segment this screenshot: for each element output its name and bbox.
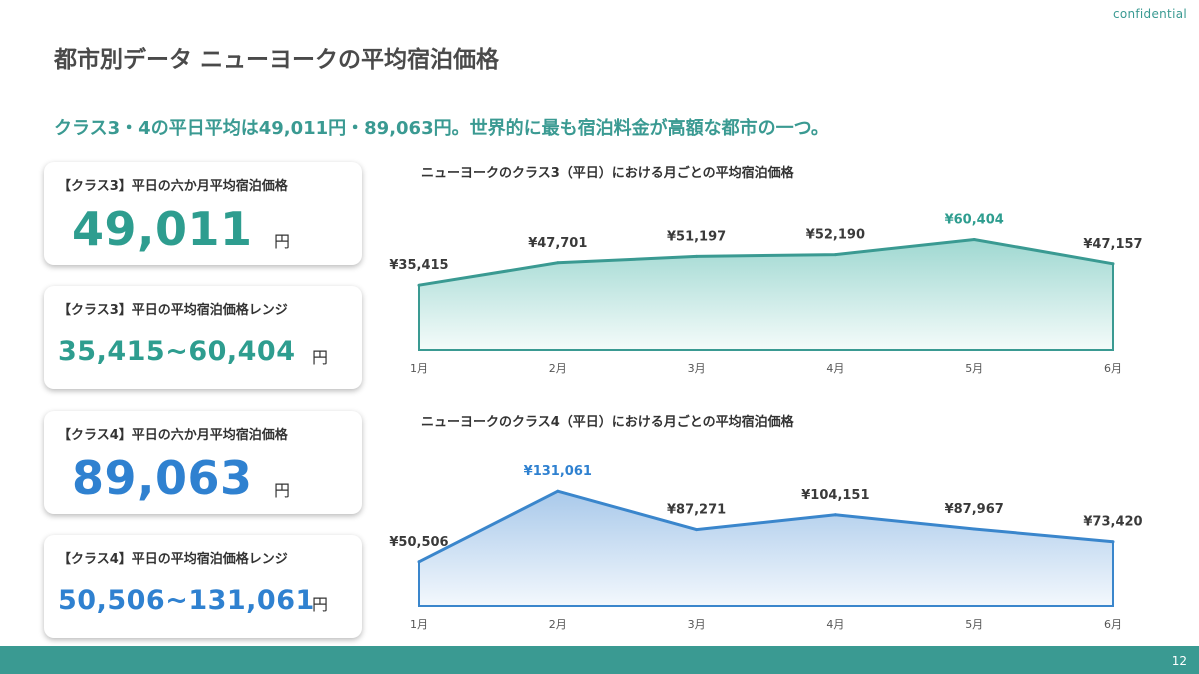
data-point (417, 560, 421, 564)
data-point (695, 528, 699, 532)
x-tick-label: 3月 (688, 618, 706, 631)
data-label: ¥104,151 (801, 488, 869, 503)
card-unit: 円 (274, 232, 291, 251)
card-label: 【クラス4】平日の平均宿泊価格レンジ (58, 552, 288, 567)
page-subtitle: クラス3・4の平日平均は49,011円・89,063円。世界的に最も宿泊料金が高… (54, 118, 829, 139)
x-tick-label: 2月 (549, 618, 567, 631)
data-point (972, 527, 976, 531)
data-point (556, 489, 560, 493)
page-title: 都市別データ ニューヨークの平均宿泊価格 (54, 47, 500, 73)
data-label: ¥87,967 (945, 502, 1004, 517)
data-label: ¥87,271 (667, 503, 726, 518)
card-label: 【クラス3】平日の六か月平均宿泊価格 (58, 179, 288, 194)
card-value: 50,506~131,061 (58, 585, 315, 616)
card-value: 49,011 (72, 202, 253, 256)
class3-range-card: 【クラス3】平日の平均宿泊価格レンジ 35,415~60,404 円 (44, 286, 362, 389)
x-tick-label: 4月 (826, 618, 844, 631)
data-point (833, 253, 837, 257)
x-tick-label: 6月 (1104, 362, 1122, 375)
data-label: ¥47,157 (1083, 237, 1142, 252)
data-label: ¥50,506 (389, 535, 448, 550)
card-value: 35,415~60,404 (58, 336, 296, 367)
data-label: ¥47,701 (528, 236, 587, 251)
x-tick-label: 6月 (1104, 618, 1122, 631)
class4-area-chart: ¥50,506 1月 ¥131,061 2月 ¥87,271 3月 ¥104,151 4月 ¥8… (389, 464, 1142, 631)
x-tick-label: 1月 (410, 618, 428, 631)
data-label: ¥51,197 (667, 229, 726, 244)
card-unit: 円 (274, 481, 291, 500)
chart-title-class3: ニューヨークのクラス3（平日）における月ごとの平均宿泊価格 (421, 166, 794, 181)
chart-title-class4: ニューヨークのクラス4（平日）における月ごとの平均宿泊価格 (421, 415, 794, 430)
data-point (695, 254, 699, 258)
x-tick-label: 3月 (688, 362, 706, 375)
data-point (417, 283, 421, 287)
data-label: ¥52,190 (806, 228, 865, 243)
class3-area-chart: ¥35,415 1月 ¥47,701 2月 ¥51,197 3月 ¥52,190 4月 ¥60,… (389, 213, 1142, 375)
class4-range-card: 【クラス4】平日の平均宿泊価格レンジ 50,506~131,061 円 (44, 535, 362, 638)
card-label: 【クラス3】平日の平均宿泊価格レンジ (58, 303, 288, 318)
x-tick-label: 4月 (826, 362, 844, 375)
x-tick-label: 1月 (410, 362, 428, 375)
data-point (556, 261, 560, 265)
footer-bar: 12 (0, 646, 1199, 674)
x-tick-label: 2月 (549, 362, 567, 375)
class3-average-card: 【クラス3】平日の六か月平均宿泊価格 49,011 円 (44, 162, 362, 265)
data-point (833, 513, 837, 517)
data-label: ¥60,404 (945, 213, 1004, 228)
series-line (418, 237, 1114, 287)
data-point (1111, 262, 1115, 266)
x-tick-label: 5月 (965, 618, 983, 631)
data-label: ¥131,061 (524, 464, 592, 479)
series-line (418, 489, 1114, 564)
card-label: 【クラス4】平日の六か月平均宿泊価格 (58, 428, 288, 443)
data-point (1111, 540, 1115, 544)
card-unit: 円 (312, 348, 329, 367)
card-unit: 円 (312, 595, 329, 614)
confidential-label: confidential (1112, 7, 1187, 21)
data-label: ¥35,415 (389, 258, 448, 273)
page-number: 12 (1171, 654, 1187, 668)
data-label: ¥73,420 (1083, 515, 1142, 530)
class4-average-card: 【クラス4】平日の六か月平均宿泊価格 89,063 円 (44, 411, 362, 514)
data-point (972, 238, 976, 242)
card-value: 89,063 (72, 451, 253, 505)
x-tick-label: 5月 (965, 362, 983, 375)
